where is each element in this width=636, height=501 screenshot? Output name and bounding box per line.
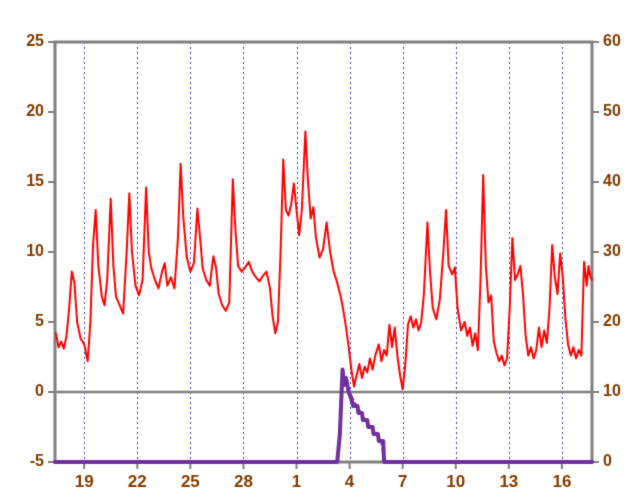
snow-temperature-chart: 積雪以外 田中 積雪 [0, 0, 636, 501]
chart-canvas [0, 0, 636, 501]
